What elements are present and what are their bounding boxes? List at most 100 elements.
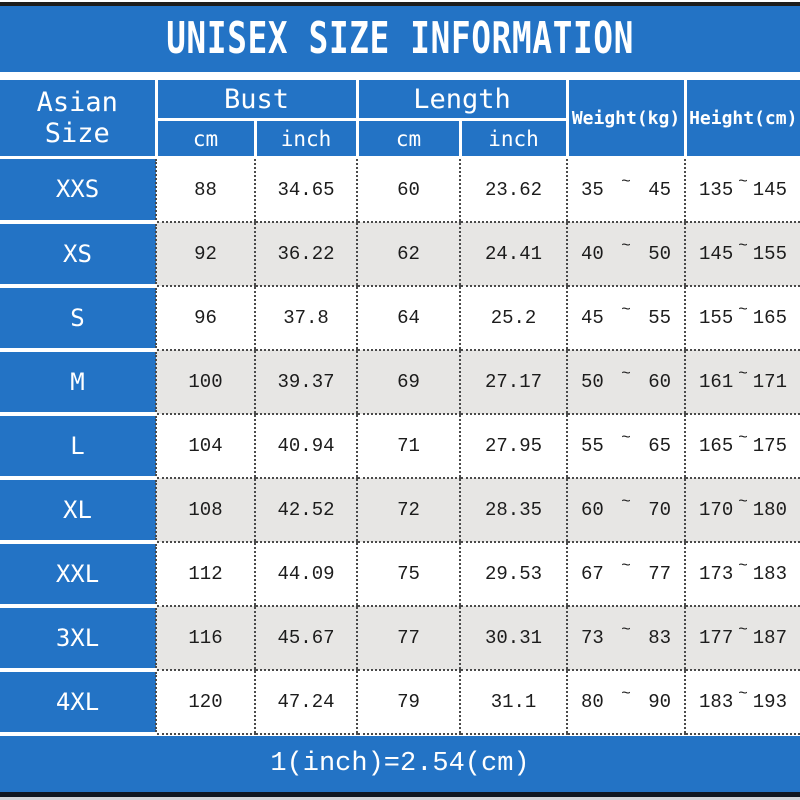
cell-length-cm: 75 [356,541,460,607]
range-max: 175 [752,434,787,457]
cell-bust-cm: 100 [155,349,255,415]
range-max: 165 [752,306,787,329]
range-max: 70 [648,498,671,521]
cell-length-cm: 62 [356,221,460,287]
top-black-bar [0,2,800,6]
cell-height-range: 135 ~145 [684,157,800,223]
range-max: 180 [752,498,787,521]
cell-length-inch: 29.53 [458,541,568,607]
range-min: 177 [699,626,734,649]
tilde-separator: ~ [621,684,631,703]
table-row: S 96 37.8 64 25.2 45 ~55 155 ~165 [0,285,800,352]
cell-bust-inch: 39.37 [254,349,357,415]
cell-length-cm: 72 [356,477,460,543]
cell-length-cm: 64 [356,285,460,351]
cell-size: 3XL [0,605,156,672]
cell-bust-cm: 120 [155,669,255,735]
cell-weight-range: 50 ~60 [566,349,686,415]
tilde-separator: ~ [738,364,748,383]
cell-weight-range: 45 ~55 [566,285,686,351]
header-bust: Bust [154,77,359,121]
cell-bust-inch: 40.94 [254,413,357,479]
range-max: 60 [648,370,671,393]
table-header: Asian Size Bust Length Weight(kg) Height… [0,77,800,159]
range-value: 145 ~155 [686,237,800,265]
cell-length-cm: 77 [356,605,460,671]
header-height: Height(cm) [683,77,800,159]
tilde-separator: ~ [738,620,748,639]
bottom-black-bar [0,791,800,797]
table-row: XXL 112 44.09 75 29.53 67 ~77 173 ~183 [0,541,800,608]
range-max: 155 [752,242,787,265]
cell-size: 4XL [0,669,156,736]
header-asian-size: Asian Size [0,77,158,159]
cell-length-inch: 28.35 [458,477,568,543]
range-min: 73 [581,626,604,649]
cell-bust-cm: 108 [155,477,255,543]
table-row: XL 108 42.52 72 28.35 60 ~70 170 ~180 [0,477,800,544]
cell-bust-inch: 34.65 [254,157,357,223]
cell-bust-cm: 88 [155,157,255,223]
tilde-separator: ~ [738,556,748,575]
cell-bust-inch: 47.24 [254,669,357,735]
tilde-separator: ~ [621,172,631,191]
range-value: 67 ~77 [568,557,684,585]
cell-length-inch: 25.2 [458,285,568,351]
cell-weight-range: 80 ~90 [566,669,686,735]
table-row: 3XL 116 45.67 77 30.31 73 ~83 177 ~187 [0,605,800,672]
cell-length-inch: 24.41 [458,221,568,287]
cell-length-inch: 27.95 [458,413,568,479]
cell-size: XL [0,477,156,544]
range-value: 40 ~50 [568,237,684,265]
header-length-cm: cm [355,118,462,159]
cell-length-inch: 23.62 [458,157,568,223]
range-value: 173 ~183 [686,557,800,585]
tilde-separator: ~ [738,172,748,191]
cell-length-inch: 31.1 [458,669,568,735]
tilde-separator: ~ [621,428,631,447]
cell-bust-inch: 36.22 [254,221,357,287]
header-bust-inch: inch [253,118,359,159]
range-min: 80 [581,690,604,713]
cell-weight-range: 67 ~77 [566,541,686,607]
range-max: 55 [648,306,671,329]
cell-size: L [0,413,156,480]
range-max: 45 [648,178,671,201]
range-max: 145 [752,178,787,201]
cell-size: XS [0,221,156,288]
cell-bust-inch: 42.52 [254,477,357,543]
range-max: 187 [752,626,787,649]
tilde-separator: ~ [738,236,748,255]
tilde-separator: ~ [621,492,631,511]
cell-bust-inch: 44.09 [254,541,357,607]
range-value: 80 ~90 [568,685,684,713]
range-min: 183 [699,690,734,713]
title-banner: UNISEX SIZE INFORMATION [0,6,800,72]
cell-height-range: 165 ~175 [684,413,800,479]
cell-size: M [0,349,156,416]
top-white-edge [0,0,800,2]
cell-bust-cm: 112 [155,541,255,607]
range-value: 183 ~193 [686,685,800,713]
footer-banner: 1(inch)=2.54(cm) [0,735,800,792]
range-max: 90 [648,690,671,713]
range-value: 73 ~83 [568,621,684,649]
range-max: 171 [752,370,787,393]
cell-weight-range: 60 ~70 [566,477,686,543]
range-min: 173 [699,562,734,585]
header-length: Length [355,77,569,121]
size-chart-table: Asian Size Bust Length Weight(kg) Height… [0,77,800,736]
range-min: 135 [699,178,734,201]
range-value: 170 ~180 [686,493,800,521]
tilde-separator: ~ [738,428,748,447]
range-min: 35 [581,178,604,201]
cell-length-inch: 30.31 [458,605,568,671]
header-bust-cm: cm [154,118,257,159]
range-max: 65 [648,434,671,457]
range-value: 45 ~55 [568,301,684,329]
cell-size: S [0,285,156,352]
cell-weight-range: 73 ~83 [566,605,686,671]
tilde-separator: ~ [621,556,631,575]
cell-bust-cm: 104 [155,413,255,479]
page-title: UNISEX SIZE INFORMATION [166,13,634,64]
